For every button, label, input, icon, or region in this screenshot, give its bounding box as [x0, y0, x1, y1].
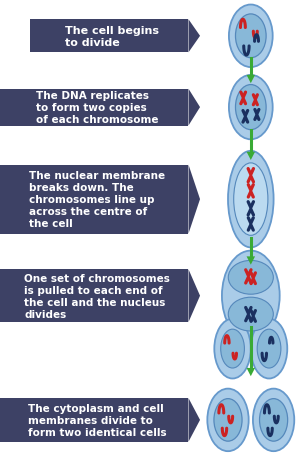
- Polygon shape: [188, 398, 200, 442]
- Ellipse shape: [222, 251, 280, 341]
- FancyBboxPatch shape: [0, 90, 188, 126]
- Polygon shape: [247, 257, 255, 265]
- FancyBboxPatch shape: [0, 398, 188, 442]
- Polygon shape: [188, 270, 200, 322]
- Ellipse shape: [253, 389, 294, 451]
- Ellipse shape: [236, 15, 266, 59]
- Ellipse shape: [234, 163, 268, 236]
- Text: The cell begins
to divide: The cell begins to divide: [65, 26, 160, 48]
- FancyBboxPatch shape: [0, 165, 188, 234]
- Polygon shape: [247, 368, 255, 376]
- Polygon shape: [247, 76, 255, 84]
- Polygon shape: [188, 20, 200, 53]
- Polygon shape: [188, 90, 200, 126]
- Ellipse shape: [236, 85, 266, 130]
- FancyBboxPatch shape: [0, 270, 188, 322]
- Ellipse shape: [229, 6, 273, 68]
- Ellipse shape: [251, 319, 287, 379]
- Ellipse shape: [221, 330, 244, 368]
- Ellipse shape: [214, 319, 251, 379]
- Ellipse shape: [229, 76, 273, 140]
- Ellipse shape: [207, 389, 249, 451]
- Text: The nuclear membrane
breaks down. The
chromosomes line up
across the centre of
t: The nuclear membrane breaks down. The ch…: [29, 171, 165, 229]
- Text: One set of chromosomes
is pulled to each end of
the cell and the nucleus
divides: One set of chromosomes is pulled to each…: [24, 273, 170, 319]
- Ellipse shape: [228, 151, 274, 248]
- Ellipse shape: [214, 399, 242, 441]
- FancyBboxPatch shape: [30, 20, 188, 53]
- Polygon shape: [188, 165, 200, 234]
- Ellipse shape: [260, 399, 288, 441]
- Ellipse shape: [257, 330, 281, 368]
- Text: The cytoplasm and cell
membranes divide to
form two identical cells: The cytoplasm and cell membranes divide …: [28, 403, 167, 437]
- Ellipse shape: [228, 261, 273, 295]
- Polygon shape: [247, 152, 255, 161]
- Text: The DNA replicates
to form two copies
of each chromosome: The DNA replicates to form two copies of…: [36, 91, 158, 125]
- Ellipse shape: [228, 297, 273, 331]
